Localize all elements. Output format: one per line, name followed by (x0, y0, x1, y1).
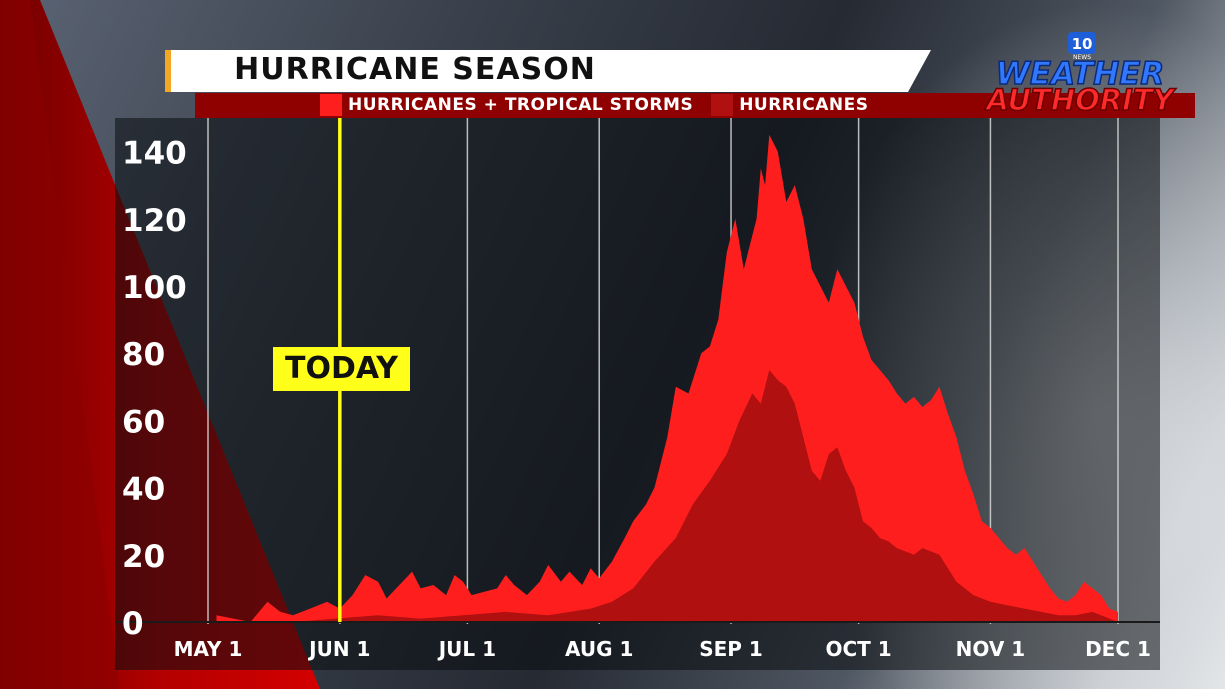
logo-line2: AUTHORITY (984, 83, 1176, 117)
logo-badge-text: 10 (1072, 35, 1093, 53)
y-tick-label-3: 60 (122, 404, 165, 440)
legend-label-hurricanes: HURRICANES (739, 95, 869, 115)
series-area-0 (216, 134, 1118, 623)
chart-title: HURRICANE SEASON (234, 52, 596, 87)
x-tick-label-2: JUL 1 (437, 637, 496, 661)
title-banner (165, 50, 931, 92)
y-tick-label-2: 40 (122, 472, 165, 508)
logo-badge-sub: NEWS (1073, 54, 1091, 61)
x-tick-label-7: DEC 1 (1085, 637, 1151, 661)
x-tick-label-6: NOV 1 (956, 637, 1026, 661)
y-tick-label-4: 80 (122, 337, 165, 373)
y-tick-label-7: 140 (122, 136, 187, 172)
series-area-1 (216, 370, 1118, 622)
weather-authority-logo: 10 NEWS WEATHER AUTHORITY (984, 32, 1177, 118)
y-tick-label-1: 20 (122, 539, 165, 575)
news-badge (1068, 32, 1096, 54)
x-tick-label-5: OCT 1 (826, 637, 892, 661)
today-label: TODAY (273, 347, 410, 391)
x-tick-label-4: SEP 1 (699, 637, 763, 661)
x-tick-label-0: MAY 1 (174, 637, 243, 661)
y-tick-label-5: 100 (122, 270, 187, 306)
legend-swatch-hurricanes (711, 94, 734, 116)
logo-line1: WEATHER (996, 56, 1165, 92)
legend-label-all-storms: HURRICANES + TROPICAL STORMS (348, 95, 694, 115)
x-tick-label-1: JUN 1 (307, 637, 370, 661)
y-tick-label-0: 0 (122, 606, 144, 642)
legend-banner (195, 93, 1195, 118)
legend-swatch-all-storms (320, 94, 342, 116)
x-tick-label-3: AUG 1 (565, 637, 633, 661)
legend: HURRICANES + TROPICAL STORMS HURRICANES (320, 94, 868, 116)
y-tick-label-6: 120 (122, 203, 187, 239)
